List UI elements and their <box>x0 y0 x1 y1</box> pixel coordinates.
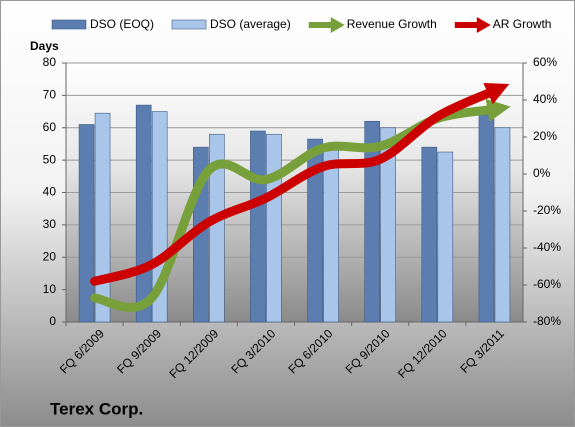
y-tick-label: 60 <box>43 120 57 134</box>
legend-label: DSO (average) <box>210 17 291 31</box>
bar <box>323 143 339 323</box>
y-tick-label: 40 <box>43 185 57 199</box>
bar <box>307 138 323 323</box>
bar <box>478 114 495 323</box>
chart-title: Terex Corp. <box>50 399 143 418</box>
legend-swatch <box>51 19 87 30</box>
line <box>90 82 510 286</box>
bar <box>437 151 454 323</box>
legend-swatch <box>476 17 491 33</box>
legend-label: Revenue Growth <box>347 17 437 31</box>
bar <box>209 133 225 323</box>
y-tick-label: 10 <box>43 282 57 296</box>
y-tick-label: 30 <box>43 217 57 231</box>
bar <box>494 127 511 323</box>
y-tick-label: 0 <box>49 314 56 328</box>
y-axis-title: Days <box>30 39 59 53</box>
y2-tick-label: -60% <box>533 277 561 291</box>
y-tick-label: 50 <box>43 152 57 166</box>
y2-tick-label: -40% <box>533 240 561 254</box>
y-tick-label: 20 <box>43 249 57 263</box>
legend-swatch <box>330 17 345 33</box>
legend-label: AR Growth <box>493 17 552 31</box>
bar <box>78 124 95 323</box>
legend-label: DSO (EOQ) <box>90 17 154 31</box>
y2-tick-label: 60% <box>533 55 557 69</box>
bar <box>94 112 111 323</box>
legend-swatch <box>171 19 207 30</box>
y2-tick-label: -20% <box>533 203 561 217</box>
bar <box>250 130 266 323</box>
y2-tick-label: 40% <box>533 92 557 106</box>
y-tick-label: 70 <box>43 88 57 102</box>
bar <box>266 133 282 323</box>
y2-tick-label: -80% <box>533 314 561 328</box>
y2-tick-label: 20% <box>533 129 557 143</box>
bar <box>380 127 396 323</box>
y-tick-label: 80 <box>43 55 57 69</box>
bar <box>135 104 152 323</box>
y2-tick-label: 0% <box>533 166 551 180</box>
bar <box>364 120 380 323</box>
bar <box>421 146 438 323</box>
